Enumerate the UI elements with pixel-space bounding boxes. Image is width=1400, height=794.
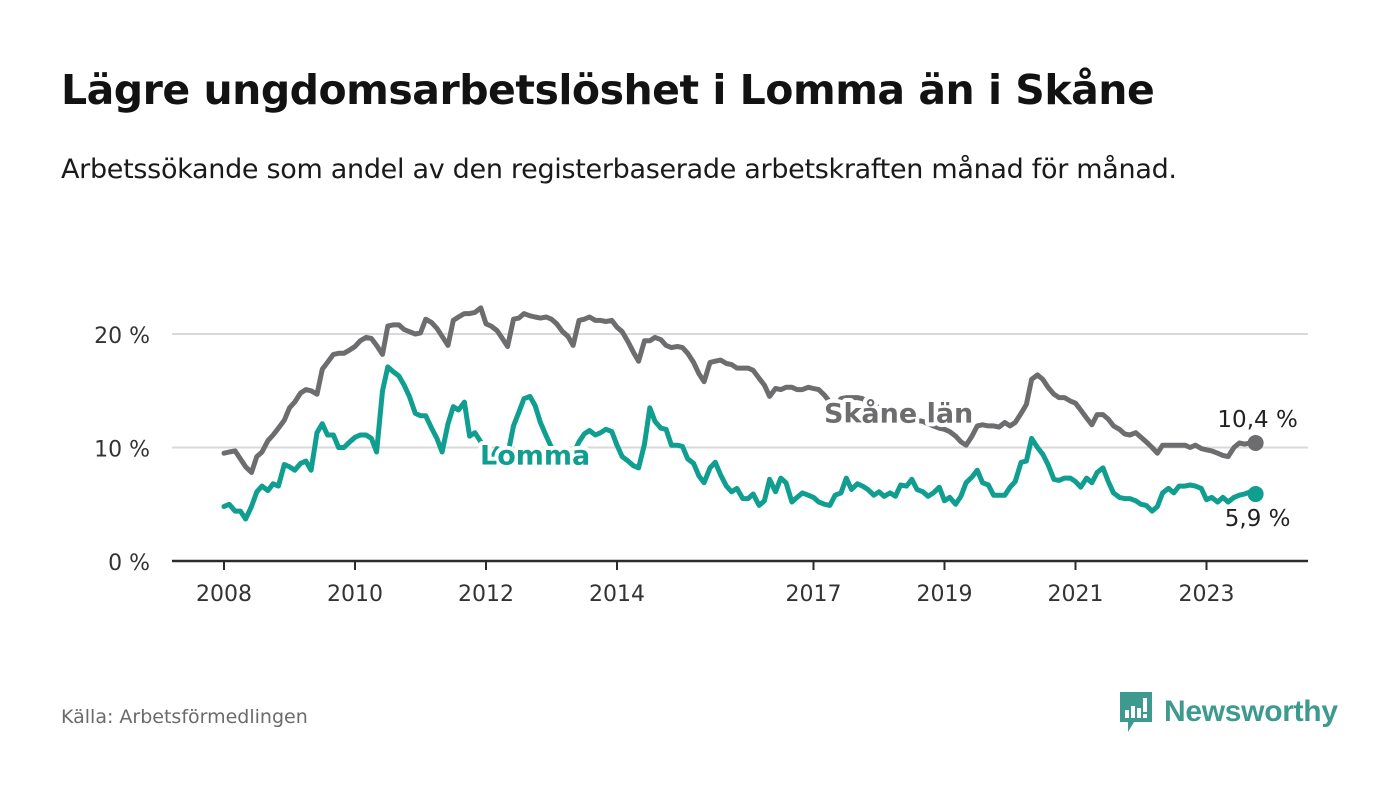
series-labels: Skåne län Lomma 10,4 % 5,9 % bbox=[476, 394, 1300, 535]
series-line-lomma bbox=[221, 364, 1259, 522]
newsworthy-logo[interactable]: Newsworthy bbox=[1118, 690, 1338, 734]
end-point-marker bbox=[1247, 434, 1264, 451]
x-tick-label: 2010 bbox=[327, 582, 383, 607]
series-label: Lomma bbox=[480, 441, 590, 472]
x-tick-label: 2017 bbox=[786, 582, 842, 607]
chart-title: Lägre ungdomsarbetslöshet i Lomma än i S… bbox=[61, 66, 1155, 114]
x-tick-label: 2008 bbox=[196, 582, 252, 607]
x-axis: 2008 2010 2012 2014 2017 2019 2021 2023 bbox=[172, 559, 1308, 607]
chart-subtitle: Arbetssökande som andel av den registerb… bbox=[61, 154, 1177, 185]
end-value-label: 10,4 % bbox=[1217, 407, 1297, 433]
newsworthy-chart-bubble-icon bbox=[1120, 692, 1152, 732]
y-tick-label: 20 % bbox=[94, 324, 150, 349]
end-value-label: 5,9 % bbox=[1225, 506, 1291, 532]
gridlines bbox=[172, 333, 1308, 449]
y-tick-label: 10 % bbox=[94, 438, 150, 463]
series-label: Skåne län bbox=[824, 398, 973, 430]
x-tick-label: 2019 bbox=[917, 582, 973, 607]
end-point-marker bbox=[1247, 486, 1264, 503]
y-tick-label: 0 % bbox=[108, 551, 150, 576]
series-lines bbox=[221, 305, 1264, 522]
x-tick-label: 2014 bbox=[589, 582, 645, 607]
brand-name: Newsworthy bbox=[1164, 695, 1338, 728]
series-line-sk-ne-l-n bbox=[221, 305, 1259, 475]
x-tick-label: 2012 bbox=[458, 582, 514, 607]
source-note: Källa: Arbetsförmedlingen bbox=[61, 706, 308, 728]
y-axis: 0 % 10 % 20 % bbox=[94, 324, 150, 576]
x-tick-label: 2021 bbox=[1048, 582, 1104, 607]
x-tick-label: 2023 bbox=[1179, 582, 1235, 607]
